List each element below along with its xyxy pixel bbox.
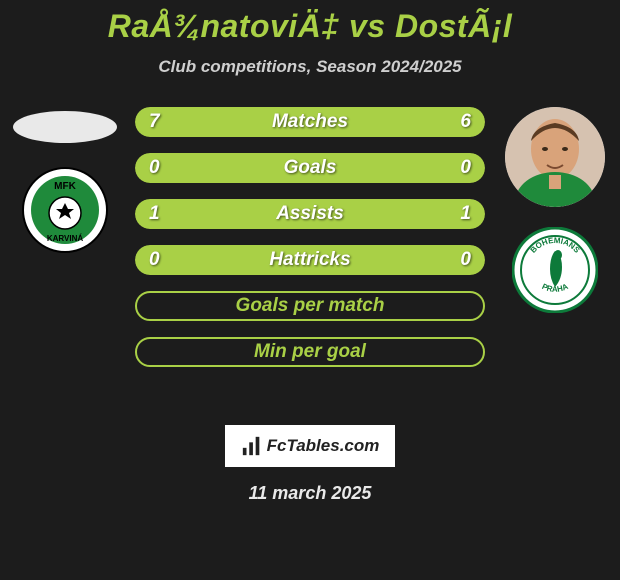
stat-value-left: 0 [149,245,160,275]
stat-label: Matches [135,107,485,137]
stats-area: MFK KARVINÁ [0,107,620,407]
stat-label: Min per goal [137,339,483,365]
stat-label: Goals per match [137,293,483,319]
comparison-card: RaÅ¾natoviÄ‡ vs DostÃ¡l Club competition… [0,8,620,580]
stat-value-left: 0 [149,153,160,183]
stat-row: Matches7 6 [135,107,485,137]
stat-label: Hattricks [135,245,485,275]
stat-value-right: 1 [460,199,471,229]
left-player-column: MFK KARVINÁ [5,107,125,253]
right-player-avatar [505,107,605,207]
stat-label: Goals [135,153,485,183]
left-club-badge: MFK KARVINÁ [22,167,108,253]
page-title: RaÅ¾natoviÄ‡ vs DostÃ¡l [0,8,620,45]
footer-logo-text: FcTables.com [267,436,380,456]
stat-row: Goals per match [135,291,485,321]
right-club-badge: BOHEMIANS PRAHA [512,227,598,313]
stat-value-left: 1 [149,199,160,229]
stat-row: Goals0 0 [135,153,485,183]
left-player-avatar [10,107,120,147]
svg-text:MFK: MFK [54,181,76,192]
chart-icon [241,435,263,457]
right-player-column: BOHEMIANS PRAHA [495,107,615,313]
footer-logo: FcTables.com [225,425,395,467]
stat-value-right: 0 [460,153,471,183]
stat-label: Assists [135,199,485,229]
footer-date: 11 march 2025 [0,483,620,504]
stat-value-left: 7 [149,107,160,137]
svg-text:KARVINÁ: KARVINÁ [47,234,84,243]
stat-value-right: 0 [460,245,471,275]
stat-row: Hattricks0 0 [135,245,485,275]
stat-value-right: 6 [460,107,471,137]
page-subtitle: Club competitions, Season 2024/2025 [0,57,620,77]
stat-row: Min per goal [135,337,485,367]
stat-bars: Matches76Goals00Assists11Hattricks00Goal… [135,107,485,367]
stat-row: Assists1 1 [135,199,485,229]
